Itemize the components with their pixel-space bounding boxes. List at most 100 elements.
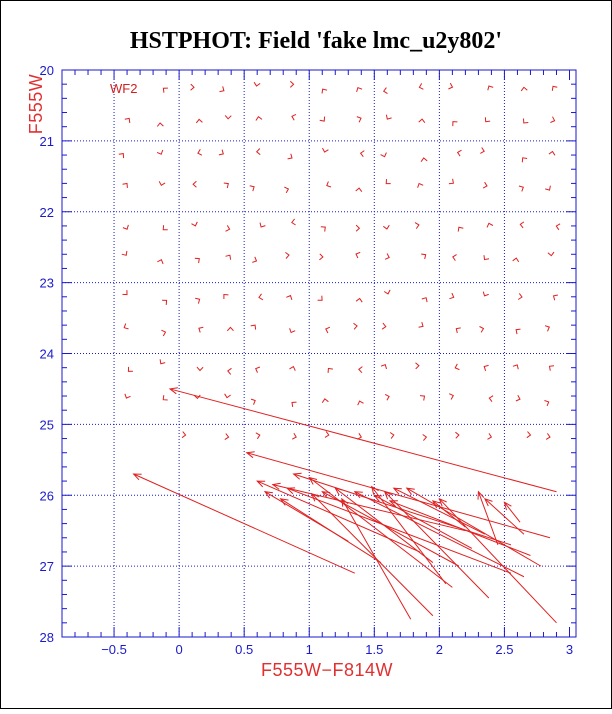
small-arrow-marker (123, 323, 129, 330)
small-arrow-marker (124, 117, 131, 123)
small-arrow-marker (356, 116, 362, 123)
small-arrow-marker (259, 222, 266, 228)
long-vector-line (272, 484, 466, 532)
small-arrow-marker (320, 226, 326, 232)
small-arrow-marker (158, 181, 166, 187)
small-arrow-marker (418, 83, 424, 90)
long-vector-line (334, 487, 434, 563)
long-vector-arrowhead (245, 451, 255, 459)
small-arrow-marker (552, 294, 559, 301)
x-axis-label: F555W−F814W (261, 660, 393, 680)
small-arrow-marker (518, 185, 524, 192)
small-arrow-marker (488, 395, 494, 402)
small-arrow-marker (190, 83, 195, 91)
long-vector-arrows (132, 387, 557, 624)
y-tick-label: 27 (40, 559, 54, 574)
long-vector-arrowhead (438, 497, 447, 507)
small-arrow-marker (327, 367, 333, 373)
small-arrow-marker (124, 393, 131, 399)
long-vector-line (406, 487, 542, 567)
long-vector-line (439, 498, 557, 624)
small-arrow-marker (195, 297, 201, 304)
small-arrow-marker (483, 255, 490, 261)
small-arrow-marker (121, 250, 128, 256)
small-arrow-marker (353, 322, 358, 330)
small-arrow-marker (482, 291, 489, 297)
long-vector-line (384, 491, 490, 599)
long-vector-line (371, 486, 447, 585)
small-arrow-marker (193, 394, 201, 400)
small-arrow-marker (194, 257, 200, 264)
small-arrow-marker (421, 297, 428, 303)
small-arrow-marker (218, 149, 224, 156)
small-arrow-marker (519, 221, 525, 229)
long-vector-line (354, 491, 525, 578)
small-arrow-marker (355, 187, 363, 192)
small-arrow-marker (250, 324, 257, 330)
small-arrow-marker (550, 116, 556, 123)
small-arrow-marker (544, 400, 550, 407)
small-arrow-marker (526, 431, 532, 439)
small-arrow-marker (321, 398, 329, 403)
small-arrow-marker (452, 254, 457, 261)
small-arrow-marker (224, 393, 231, 399)
small-arrow-marker (225, 225, 231, 232)
long-vector-line (308, 477, 453, 588)
small-arrow-marker (484, 117, 491, 123)
small-arrow-marker (127, 366, 133, 372)
small-arrow-marker (356, 86, 363, 93)
small-arrow-marker (515, 394, 521, 402)
long-vector-line (256, 480, 421, 553)
long-vector-line (133, 473, 355, 574)
small-arrow-marker (285, 252, 290, 259)
long-vector-line (246, 452, 551, 539)
small-arrow-marker (252, 256, 258, 263)
small-arrow-marker (325, 326, 331, 334)
y-tick-label: 23 (40, 276, 54, 291)
small-arrow-marker (357, 400, 364, 406)
small-arrow-marker (420, 157, 428, 162)
small-arrow-marker (449, 292, 455, 300)
x-tick-label: 2 (436, 642, 443, 657)
small-arrow-marker (415, 362, 420, 370)
small-arrow-marker (324, 431, 330, 438)
small-arrow-marker (162, 225, 168, 231)
small-arrow-marker (321, 88, 328, 94)
y-tick-label: 26 (40, 488, 54, 503)
small-arrow-marker (486, 222, 494, 228)
long-vector-line (311, 493, 434, 617)
long-vector-line (484, 498, 525, 535)
small-arrow-marker (548, 150, 556, 156)
small-arrow-marker (421, 253, 427, 260)
long-vector-arrowhead (256, 480, 266, 488)
small-arrow-marker (555, 223, 561, 231)
long-vector-line (477, 491, 499, 546)
small-arrow-marker (317, 295, 323, 301)
small-arrow-marker (544, 325, 550, 332)
small-arrow-marker (249, 185, 255, 192)
small-arrow-marker (422, 434, 428, 441)
small-arrow-marker (250, 398, 256, 405)
long-vector-arrowhead (310, 492, 320, 502)
small-arrow-marker (419, 395, 426, 401)
x-tick-label: 1 (306, 642, 313, 657)
long-vector-arrowhead (279, 498, 289, 506)
small-arrow-marker (161, 329, 167, 337)
x-axis-ticks: −0.5 0 0.5 1 1.5 2 2.5 3 (61, 70, 573, 657)
small-arrow-marker (512, 364, 519, 370)
small-arrow-marker (520, 86, 528, 92)
small-arrow-marker (255, 148, 261, 155)
small-arrow-marker (355, 224, 361, 232)
small-arrow-marker (454, 363, 460, 371)
small-arrow-marker (384, 253, 390, 260)
long-vector-arrowhead (503, 501, 512, 511)
small-arrow-marker (385, 179, 391, 185)
x-tick-label: 0.5 (235, 642, 253, 657)
small-arrow-marker (227, 367, 232, 375)
small-arrow-marker (487, 433, 493, 440)
long-vector-arrowhead (431, 500, 441, 509)
small-arrow-marker (521, 157, 528, 163)
long-vector-arrowhead (341, 497, 349, 507)
